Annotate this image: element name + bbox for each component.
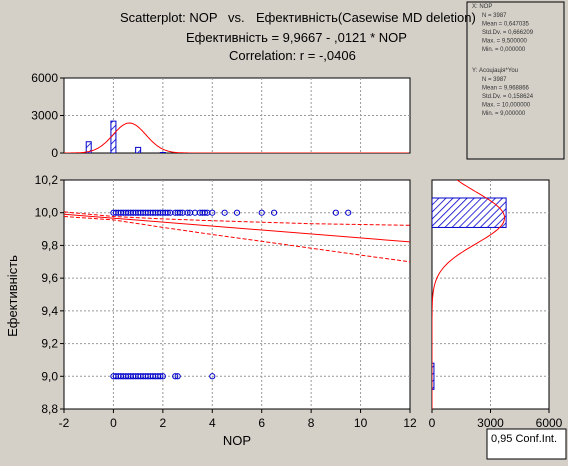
scatter-point bbox=[184, 209, 191, 216]
scatter-point bbox=[172, 373, 179, 380]
scatter-point bbox=[157, 373, 164, 380]
x-histogram-bar bbox=[110, 120, 117, 153]
y-tick-label: 9,8 bbox=[41, 238, 58, 252]
x-histogram-fit-curve bbox=[64, 122, 409, 153]
right-x-tick-label: 0 bbox=[429, 416, 436, 430]
scatter-point bbox=[159, 373, 166, 380]
stats-line: Mean = 0,647035 bbox=[482, 22, 530, 28]
stats-line: Std.Dv. = 0,158624 bbox=[482, 94, 534, 100]
right-x-tick-label: 6000 bbox=[536, 416, 563, 430]
confidence-interval-label: 0,95 Conf.Int. bbox=[491, 433, 557, 445]
stats-line: Mean = 9,968866 bbox=[482, 86, 530, 92]
y-tick-label: 10,0 bbox=[35, 206, 59, 220]
stats-label: Y: Асоціація*You bbox=[472, 68, 518, 74]
x-histogram-bar bbox=[85, 141, 92, 153]
top-y-tick-label: 0 bbox=[51, 146, 58, 160]
y-tick-label: 9,4 bbox=[41, 304, 58, 318]
y-histogram-bar bbox=[432, 362, 435, 390]
scatter-panel: -2 0 2 4 6 8 10 12 8,8 9,0 9,2 9,4 9,6 9,8 10,0 10,2 bbox=[35, 173, 417, 430]
stats-label: X: NOP bbox=[472, 4, 492, 10]
scatter-point bbox=[164, 209, 171, 216]
chart-title-right: Ефективність(Casewise MD deletion) bbox=[256, 10, 476, 25]
chart-title-vs: vs. bbox=[228, 10, 245, 25]
scatter-point bbox=[174, 373, 181, 380]
scatter-point bbox=[209, 209, 216, 216]
stats-line: Std.Dv. = 0,666209 bbox=[482, 30, 534, 36]
x-histogram-panel: 0 3000 6000 bbox=[31, 71, 411, 160]
y-tick-label: 8,8 bbox=[41, 402, 58, 416]
stats-line: Max. = 10,000000 bbox=[482, 103, 531, 109]
y-tick-label: 9,2 bbox=[41, 337, 58, 351]
stats-line: Max. = 9,500000 bbox=[482, 39, 528, 45]
scatter-point bbox=[221, 209, 228, 216]
y-histogram-fit-curve bbox=[432, 180, 506, 409]
stats-line: N = 3987 bbox=[482, 13, 507, 19]
x-tick-label: 10 bbox=[354, 416, 368, 430]
x-tick-label: 2 bbox=[160, 416, 167, 430]
x-axis-title: NOP bbox=[223, 433, 251, 448]
x-tick-label: -2 bbox=[59, 416, 70, 430]
scatter-point bbox=[345, 209, 352, 216]
x-histogram-bar bbox=[159, 152, 166, 153]
stats-line: Min. = 9,000000 bbox=[482, 111, 526, 117]
stats-line: Min. = 0,000000 bbox=[482, 47, 526, 53]
y-tick-label: 10,2 bbox=[35, 173, 59, 187]
stats-box: X: NOP N = 3987 Mean = 0,647035 Std.Dv. = 0… bbox=[466, 1, 565, 160]
regression-equation: Ефективність = 9,9667 - ,0121 * NOP bbox=[186, 30, 407, 45]
x-tick-label: 12 bbox=[403, 416, 417, 430]
x-tick-label: 8 bbox=[308, 416, 315, 430]
scatter-point bbox=[177, 209, 184, 216]
y-histogram-bar bbox=[432, 197, 507, 228]
top-y-tick-label: 6000 bbox=[31, 71, 58, 85]
y-axis-title: Ефективність bbox=[5, 255, 20, 337]
confidence-band-lower bbox=[64, 216, 410, 263]
confidence-interval-button[interactable]: 0,95 Conf.Int. bbox=[486, 428, 567, 460]
stats-y-block: Y: Асоціація*You N = 3987 Mean = 9,968866 S… bbox=[472, 68, 534, 117]
chart-title-left: Scatterplot: NOP bbox=[120, 10, 218, 25]
regression-line bbox=[64, 213, 410, 243]
right-x-tick-label: 3000 bbox=[477, 416, 504, 430]
x-tick-label: 6 bbox=[258, 416, 265, 430]
y-histogram-panel: 0 3000 6000 bbox=[429, 179, 563, 430]
scatter-point bbox=[258, 209, 265, 216]
scatter-point bbox=[209, 373, 216, 380]
confidence-band-upper bbox=[64, 211, 410, 226]
scatter-point bbox=[332, 209, 339, 216]
x-tick-label: 0 bbox=[110, 416, 117, 430]
stats-line: N = 3987 bbox=[482, 77, 507, 83]
scatter-point bbox=[270, 209, 278, 216]
correlation-text: Correlation: r = -,0406 bbox=[229, 48, 356, 63]
y-tick-label: 9,6 bbox=[41, 271, 58, 285]
stats-x-block: X: NOP N = 3987 Mean = 0,647035 Std.Dv. = 0… bbox=[472, 4, 534, 53]
y-tick-label: 9,0 bbox=[41, 369, 58, 383]
x-tick-label: 4 bbox=[209, 416, 216, 430]
top-y-tick-label: 3000 bbox=[31, 109, 58, 123]
scatter-point bbox=[201, 209, 208, 216]
scatter-point bbox=[233, 209, 241, 216]
x-histogram-bar bbox=[135, 146, 142, 153]
